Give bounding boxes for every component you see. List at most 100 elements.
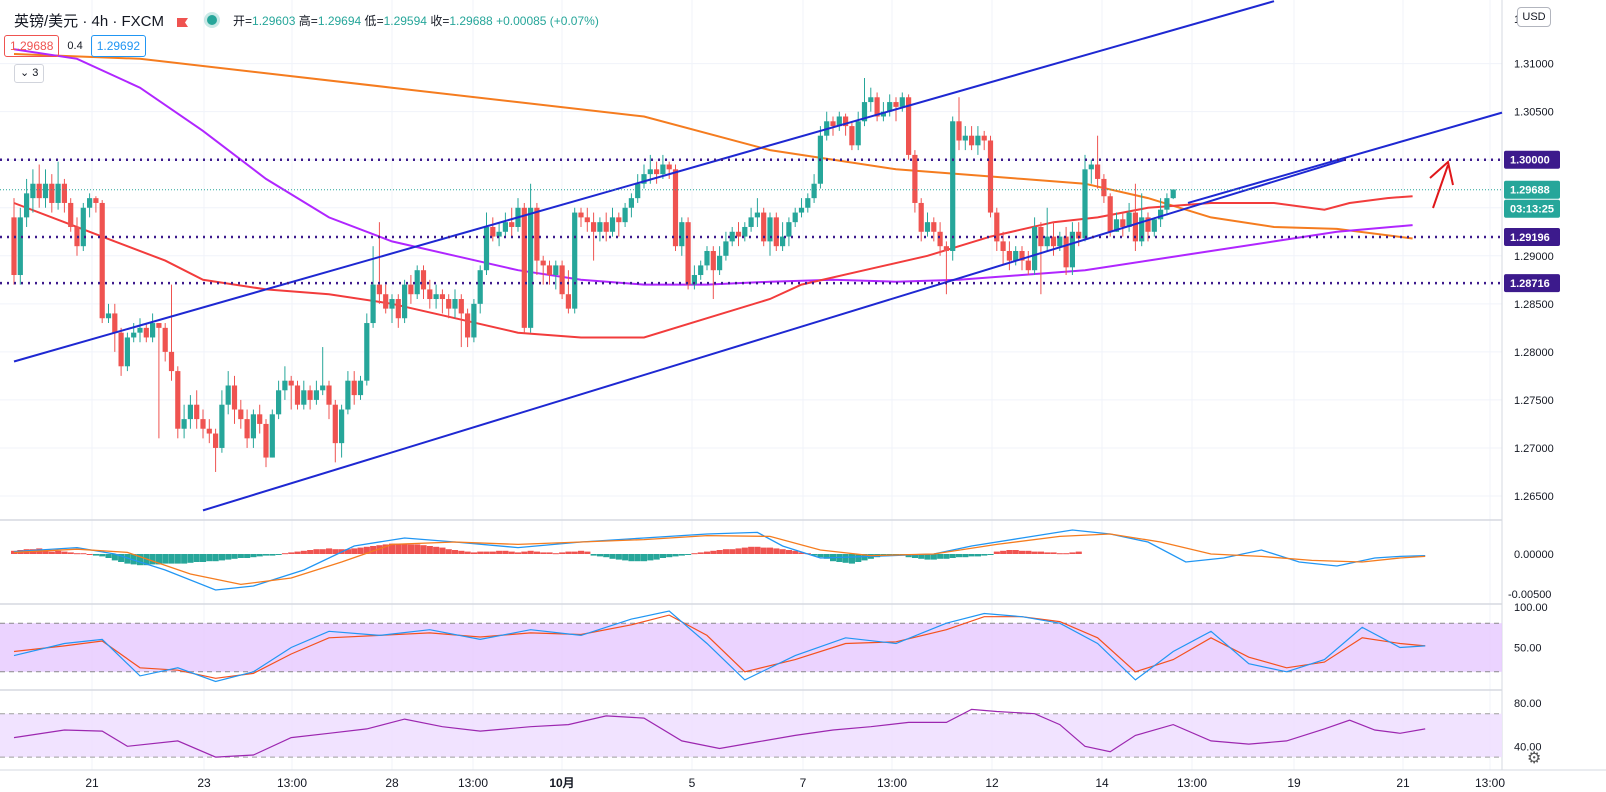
candle-body [906,97,912,155]
macd-histogram-bar [61,551,68,554]
symbol-title[interactable]: 英镑/美元 · 4h · FXCM [14,12,165,30]
stoch-band [0,623,1502,672]
candle-body [792,212,798,223]
macd-histogram-bar [439,547,446,554]
macd-histogram-bar [697,552,704,554]
macd-histogram-bar [307,550,314,554]
candle-body [1151,219,1157,232]
candle-body [540,260,546,266]
ohlc-high: 1.29694 [317,13,362,28]
indicators-toggle-button[interactable]: ⌄ 3 [14,64,45,83]
macd-histogram-bar [496,550,503,554]
candle-body [622,207,628,223]
gear-icon[interactable]: ⚙ [1527,750,1542,767]
candle-body [1025,260,1031,271]
candle-body [282,380,288,391]
macd-histogram-bar [263,554,270,556]
macd-histogram-bar [389,543,396,554]
macd-histogram-bar [1019,550,1026,554]
candle-body [452,299,458,309]
candle-body [93,198,99,203]
candle-body [61,183,67,203]
candle-body [924,222,931,232]
candle-body [578,212,584,218]
ohlc-open-label: 开 [233,13,246,28]
price-tick-label: 1.31000 [1514,59,1554,71]
candle-body [439,294,445,300]
time-tick-label: 10月 [549,776,574,790]
candle-body [748,217,754,227]
candle-body [433,294,439,300]
candle-body [357,380,364,396]
macd-histogram-bar [288,552,295,554]
ma-purple-line [13,48,1413,286]
macd-histogram-bar [559,552,566,554]
macd-histogram-bar [420,545,427,554]
candle-body [11,217,17,276]
candle-body [49,183,55,203]
candle-body [591,222,597,232]
macd-histogram-bar [792,550,799,554]
candle-body [836,116,842,127]
rsi-band [0,713,1502,758]
candle-body [219,404,225,448]
buy-button[interactable]: 1.29692 [90,35,147,57]
macd-histogram-bar [691,553,698,555]
time-tick-label: 14 [1095,776,1109,790]
macd-histogram-bar [659,554,666,558]
candle-body [231,385,238,410]
macd-histogram-bar [622,554,629,561]
candle-body [276,390,282,415]
macd-histogram-bar [508,551,515,554]
candle-body [635,183,641,199]
candle-body [87,198,93,208]
macd-histogram-bar [546,552,553,554]
macd-histogram-bar [502,550,509,554]
macd-histogram-bar [943,554,950,559]
candle-body [250,414,256,439]
candle-body [609,217,616,232]
candle-body [874,97,880,117]
candle-body [288,380,294,386]
rsi-tick-label: 80.00 [1514,698,1542,710]
candle-body [389,299,395,309]
price-tick-label: 1.30500 [1514,107,1554,119]
macd-histogram-bar [105,554,112,558]
candle-body [68,202,74,227]
macd-histogram-bar [1025,550,1032,554]
macd-histogram-bar [735,548,742,554]
channel-upper-extension [1187,111,1503,204]
candle-body [402,284,408,319]
macd-tick-label: 0.00000 [1514,549,1554,561]
candle-body [238,409,244,420]
candle-body [17,217,23,276]
candle-body [36,183,42,199]
candle-body [521,207,527,328]
macd-histogram-bar [571,551,578,554]
macd-histogram-bar [754,546,761,554]
currency-button[interactable]: USD [1517,7,1551,27]
time-tick-label: 7 [800,776,807,790]
macd-histogram-bar [521,551,528,554]
candle-body [773,217,779,247]
candle-body [553,265,559,276]
candle-body [855,121,861,146]
candle-body [1164,198,1170,210]
candle-body [1170,189,1176,199]
candle-body [156,323,162,328]
candle-body [672,169,679,247]
flag-icon[interactable] [176,15,189,27]
candle-body [1063,236,1069,268]
candle-body [162,327,168,352]
candle-body [1101,178,1107,197]
channel-lower-line [202,158,1346,512]
candle-body [572,212,578,309]
price-tick-label: 1.28000 [1514,347,1554,359]
candle-body [446,299,452,309]
macd-histogram-bar [993,551,1000,554]
sell-button[interactable]: 1.29688 [4,35,60,57]
candle-body [698,265,704,276]
candle-body [502,222,508,232]
candle-body [458,299,464,314]
